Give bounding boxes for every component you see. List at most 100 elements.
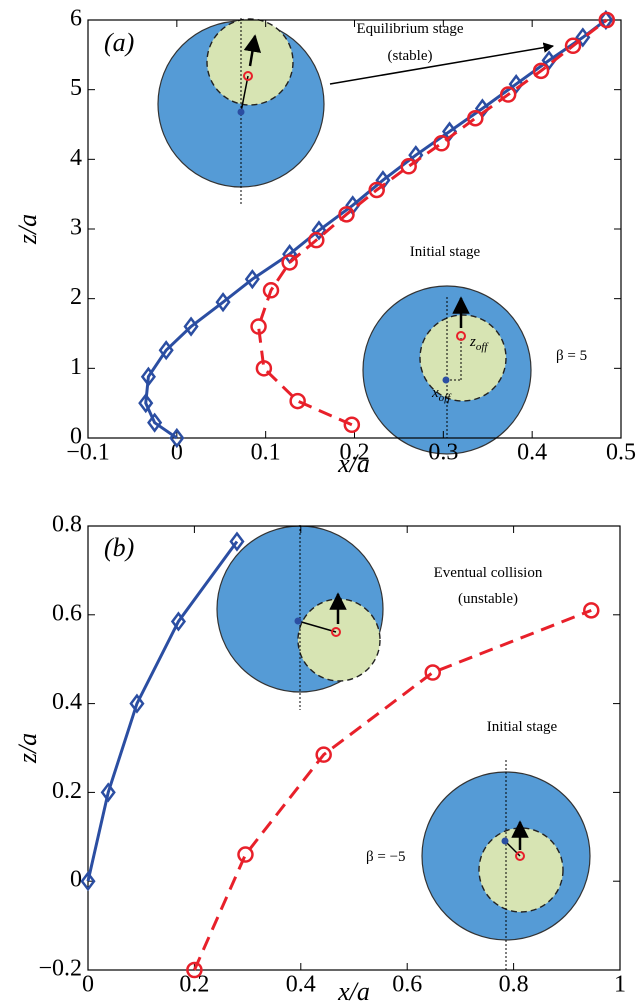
- panel-label: (b): [104, 533, 134, 562]
- x-tick-label: 0.4: [517, 440, 547, 466]
- plot-frame: [87, 525, 621, 971]
- data-point: [237, 846, 254, 863]
- data-point: [100, 782, 116, 803]
- arrow: [243, 34, 262, 67]
- data-point: [262, 282, 280, 299]
- y-tick-label: 0: [70, 867, 82, 893]
- series-line: [86, 540, 239, 882]
- annotation: Initial stage: [410, 244, 481, 260]
- annotation: xoff: [431, 385, 452, 403]
- annotation-text: (stable): [388, 48, 433, 64]
- annotation: β = −5: [366, 849, 406, 865]
- y-tick-label: 3: [70, 215, 82, 241]
- x-tick-label: 0.6: [392, 972, 422, 998]
- data-point: [158, 340, 174, 361]
- center-dot: [243, 71, 253, 81]
- data-point: [583, 602, 600, 619]
- x-tick-label: 0.5: [606, 440, 636, 466]
- annotation-text: β = 5: [556, 348, 587, 364]
- y-tick-label: 5: [70, 75, 82, 101]
- x-tick-label: 0.4: [286, 972, 316, 998]
- data-point: [441, 121, 458, 142]
- data-point: [343, 416, 361, 434]
- annotation-text: Initial stage: [487, 719, 558, 735]
- y-axis-label: z/a: [13, 733, 42, 764]
- data-point: [255, 360, 273, 377]
- insets: [157, 18, 591, 970]
- y-tick-label: 6: [70, 6, 82, 32]
- data-point: [186, 961, 203, 979]
- data-point: [250, 318, 267, 335]
- data-point: [400, 158, 417, 175]
- x-tick-label: 0.3: [428, 440, 458, 466]
- data-point: [138, 393, 154, 414]
- series-line: [144, 18, 607, 440]
- data-point: [315, 746, 332, 763]
- data-point: [467, 109, 484, 127]
- x-tick-label: 0.1: [251, 440, 281, 466]
- data-point: [129, 693, 145, 714]
- data-point: [169, 427, 185, 449]
- center-dot: [456, 331, 466, 341]
- panel-label: (a): [104, 28, 134, 57]
- center-dot: [331, 627, 341, 637]
- annotation-text: Initial stage: [410, 244, 481, 260]
- y-tick-label: −0.2: [38, 956, 82, 982]
- x-tick-label: 0: [171, 440, 183, 466]
- inner-sphere: [478, 827, 564, 913]
- x-tick-label: 0.2: [340, 440, 370, 466]
- inner-sphere: [419, 314, 507, 402]
- annotation: (unstable): [458, 591, 518, 607]
- y-tick-label: 0: [70, 424, 82, 450]
- data-point: [215, 292, 231, 313]
- annotation-text: z: [469, 334, 476, 350]
- data-point: [80, 871, 96, 892]
- y-tick-label: 4: [70, 145, 82, 171]
- data-point: [289, 392, 306, 410]
- center-dot: [442, 376, 450, 384]
- y-tick-label: 2: [70, 284, 82, 310]
- annotation-text: x: [431, 385, 439, 401]
- data-point: [598, 11, 616, 29]
- annotation: zoff: [469, 334, 489, 352]
- annotation-text: Eventual collision: [434, 565, 543, 581]
- annotation-text: β = −5: [366, 849, 406, 865]
- annotation-text: Equilibrium stage: [356, 21, 463, 37]
- y-tick-label: 1: [70, 354, 82, 380]
- data-point: [508, 74, 524, 95]
- y-tick-label: 0.4: [52, 689, 82, 715]
- center-dot: [515, 851, 525, 861]
- annotation-text: (unstable): [458, 591, 518, 607]
- series-line: [257, 18, 608, 427]
- data-point: [499, 86, 517, 103]
- data-point: [368, 181, 385, 199]
- offset-line: [240, 75, 249, 113]
- data-point: [541, 50, 557, 71]
- data-point: [281, 254, 298, 271]
- data-point: [433, 135, 450, 152]
- data-point: [564, 37, 582, 55]
- x-tick-label: 1: [614, 972, 626, 998]
- offset-line: [297, 620, 337, 633]
- pointer-arrow: [329, 42, 555, 85]
- x-tick-label: −0.1: [66, 440, 110, 466]
- annotation: Equilibrium stage: [356, 21, 463, 37]
- data-point: [244, 269, 260, 290]
- annotation: Eventual collision: [434, 565, 543, 581]
- data-point: [424, 664, 441, 681]
- series-line: [193, 608, 592, 971]
- data-point: [183, 316, 199, 337]
- data-point: [229, 531, 245, 552]
- data-point: [338, 206, 355, 223]
- y-tick-label: 0.8: [52, 512, 82, 538]
- x-axis-label: x/a: [337, 977, 370, 1006]
- data-point: [170, 611, 187, 632]
- data-point: [308, 231, 325, 249]
- x-tick-label: 0: [82, 972, 94, 998]
- data-point: [532, 62, 550, 80]
- center-dot: [237, 108, 245, 116]
- x-axis-label: x/a: [337, 449, 370, 478]
- y-tick-label: 0.6: [52, 600, 82, 626]
